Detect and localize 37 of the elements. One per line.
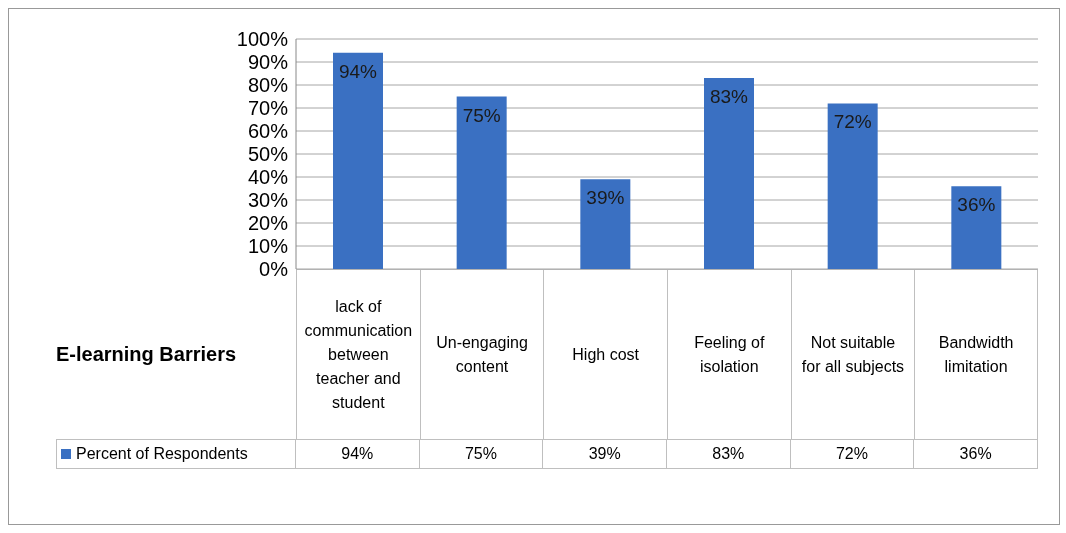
data-label: 94% <box>296 439 420 469</box>
bar <box>704 78 754 269</box>
y-tick-label: 10% <box>247 235 289 258</box>
data-label: 36% <box>914 439 1038 469</box>
text: 94% <box>338 60 378 82</box>
text: 36% <box>957 194 996 216</box>
bar <box>333 52 383 269</box>
x-tick-label: Feeling of isolation <box>693 332 766 377</box>
text: 39% <box>586 187 625 209</box>
data-label: 83% <box>666 439 791 469</box>
text: 75% <box>462 104 501 126</box>
data-label: 75% <box>419 439 544 469</box>
bar <box>456 96 507 269</box>
bar <box>951 186 1002 269</box>
bar <box>827 103 878 269</box>
x-tick-label: Un-engaging content <box>435 332 529 377</box>
y-tick-label: 0% <box>259 258 289 281</box>
x-tick-label: lack of communication between teacher and student <box>304 296 413 413</box>
x-tick-label: Bandwidth limitation <box>937 332 1015 377</box>
x-tick-label: High cost <box>572 344 639 365</box>
y-tick-label: 70% <box>247 97 289 120</box>
y-tick-label: 40% <box>247 166 289 189</box>
x-axis-title: E-learning Barriers <box>56 342 237 366</box>
data-label: 39% <box>543 439 667 469</box>
y-tick-label: 50% <box>247 143 289 166</box>
y-tick-label: 90% <box>247 51 289 74</box>
bar <box>580 179 631 269</box>
y-tick-label: 20% <box>247 212 289 235</box>
y-tick-label: 30% <box>247 189 289 212</box>
x-tick-label: Not suitable for all subjects <box>800 332 906 377</box>
text: 83% <box>709 86 749 108</box>
data-label: 72% <box>790 439 915 469</box>
y-tick-label: 100% <box>236 28 289 51</box>
text: 72% <box>833 111 872 133</box>
y-tick-label: 80% <box>247 74 289 97</box>
y-tick-label: 60% <box>247 120 289 143</box>
legend-label: Percent of Respondents <box>76 445 248 463</box>
